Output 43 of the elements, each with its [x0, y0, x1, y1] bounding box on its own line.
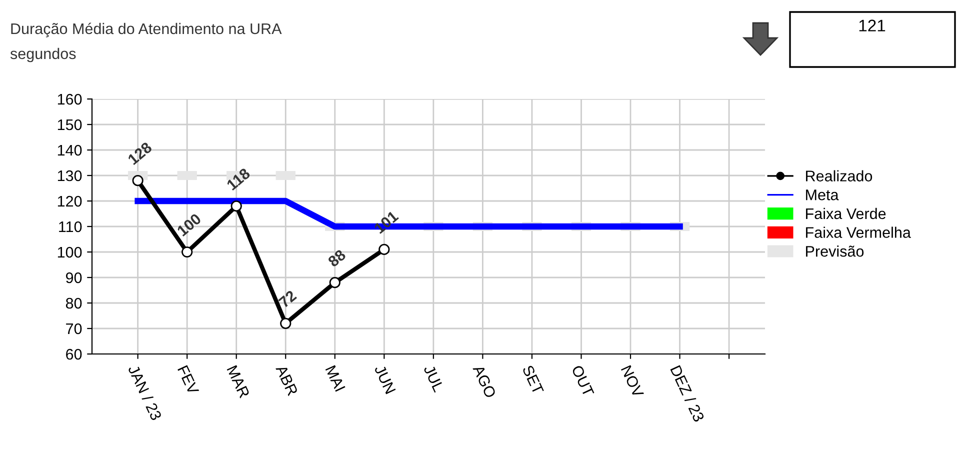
x-tick-label: AGO — [472, 364, 496, 399]
data-label: 100 — [176, 212, 202, 237]
data-label: 128 — [127, 141, 153, 166]
y-tick-label: 90 — [66, 272, 82, 284]
x-tick-label: JAN / 23 — [128, 364, 162, 421]
data-label: 88 — [327, 248, 346, 268]
text: 121 — [859, 20, 886, 32]
legend-label: Faixa Vermelha — [806, 226, 911, 238]
x-tick-label: SET — [522, 364, 544, 396]
x-tick-label: DEZ / 23 — [670, 364, 705, 422]
x-tick-label: ABR — [276, 364, 298, 396]
y-tick-label: 150 — [58, 119, 82, 130]
y-tick-label: 160 — [58, 94, 82, 105]
legend-label: Realizado — [806, 170, 872, 182]
legend-label: Faixa Verde — [806, 208, 886, 220]
data-label: 101 — [374, 210, 400, 234]
point — [280, 318, 292, 329]
y-tick-label: 60 — [66, 348, 82, 360]
x-tick-label: MAR — [226, 365, 250, 399]
legend-label: Meta — [806, 190, 839, 200]
legend-label: Previsão — [806, 246, 864, 257]
chart-title: Duração Média do Atendimento na URA — [11, 22, 282, 38]
x-tick-label: NOV — [620, 365, 644, 398]
point — [230, 200, 242, 212]
x-tick-label: MAI — [325, 365, 346, 392]
x-tick-label: FEV — [178, 365, 200, 396]
y-tick-label: 120 — [58, 196, 82, 207]
point — [329, 277, 340, 288]
y-tick-label: 110 — [59, 221, 82, 232]
point — [182, 246, 193, 258]
point — [378, 244, 390, 256]
y-tick-label: 70 — [66, 323, 82, 334]
point — [132, 175, 144, 186]
data-label: 72 — [278, 290, 297, 308]
y-tick-label: 80 — [66, 298, 82, 309]
chart-subtitle: segundos — [10, 48, 76, 62]
x-tick-label: JUL — [423, 364, 444, 393]
y-tick-label: 100 — [58, 246, 82, 258]
x-tick-label: JUN — [374, 364, 396, 394]
y-tick-label: 140 — [58, 144, 82, 156]
y-tick-label: 130 — [58, 170, 82, 182]
x-tick-label: OUT — [571, 364, 594, 398]
data-label: 118 — [226, 167, 251, 191]
